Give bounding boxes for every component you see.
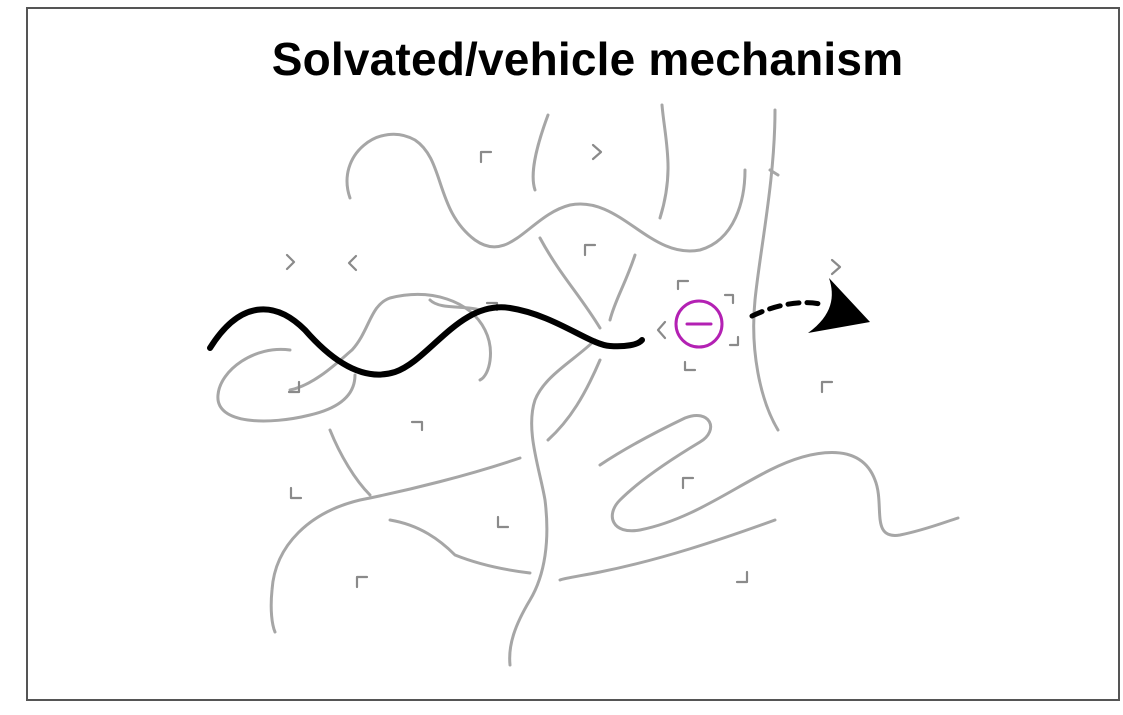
polymer-chain [508, 338, 597, 667]
polymer-chain [608, 253, 637, 322]
polymer-chain [216, 347, 357, 423]
polymer-chain [345, 132, 747, 253]
highlighted-chain [207, 304, 645, 378]
solvent-molecule [830, 258, 842, 276]
solvent-molecule [735, 570, 749, 584]
anion-minus-icon [674, 299, 724, 349]
solvent-molecule [496, 515, 510, 529]
polymer-chain [558, 518, 777, 582]
solvent-molecules [285, 143, 842, 589]
solvent-molecule [583, 243, 597, 257]
polymer-chain [388, 518, 532, 575]
solvation-shell-molecule [656, 320, 667, 340]
solvent-molecule [410, 420, 424, 432]
polymer-chain [768, 168, 780, 177]
solvent-molecule [479, 150, 493, 164]
solvent-molecule [681, 476, 695, 490]
solvent-molecule [820, 380, 834, 394]
solvent-molecule [347, 254, 358, 272]
polymer-chain [269, 456, 522, 634]
diagram-frame [26, 7, 1120, 701]
polymer-chain [538, 236, 602, 330]
polymer-chain [752, 108, 780, 432]
polymer-chain [546, 358, 602, 442]
polymer-chain [598, 414, 960, 537]
solvent-molecule [289, 486, 303, 500]
polymer-network [216, 103, 960, 667]
polymer-chain [428, 298, 482, 312]
diagram-title: Solvated/vehicle mechanism [271, 33, 904, 85]
polymer-chain [328, 428, 372, 497]
solvent-molecule [287, 380, 301, 394]
polymer-chain [658, 103, 670, 220]
solvation-shell-molecule [676, 279, 690, 291]
solvation-shell-molecule [683, 360, 697, 372]
solvation-shell-molecule [723, 293, 735, 305]
polymer-chain [531, 113, 550, 192]
solvent-molecule [591, 143, 603, 161]
solvent-molecule [285, 253, 296, 271]
solvation-shell-molecule [728, 335, 740, 347]
solvent-molecule [355, 575, 369, 589]
dashed-arrow-icon [749, 278, 870, 333]
